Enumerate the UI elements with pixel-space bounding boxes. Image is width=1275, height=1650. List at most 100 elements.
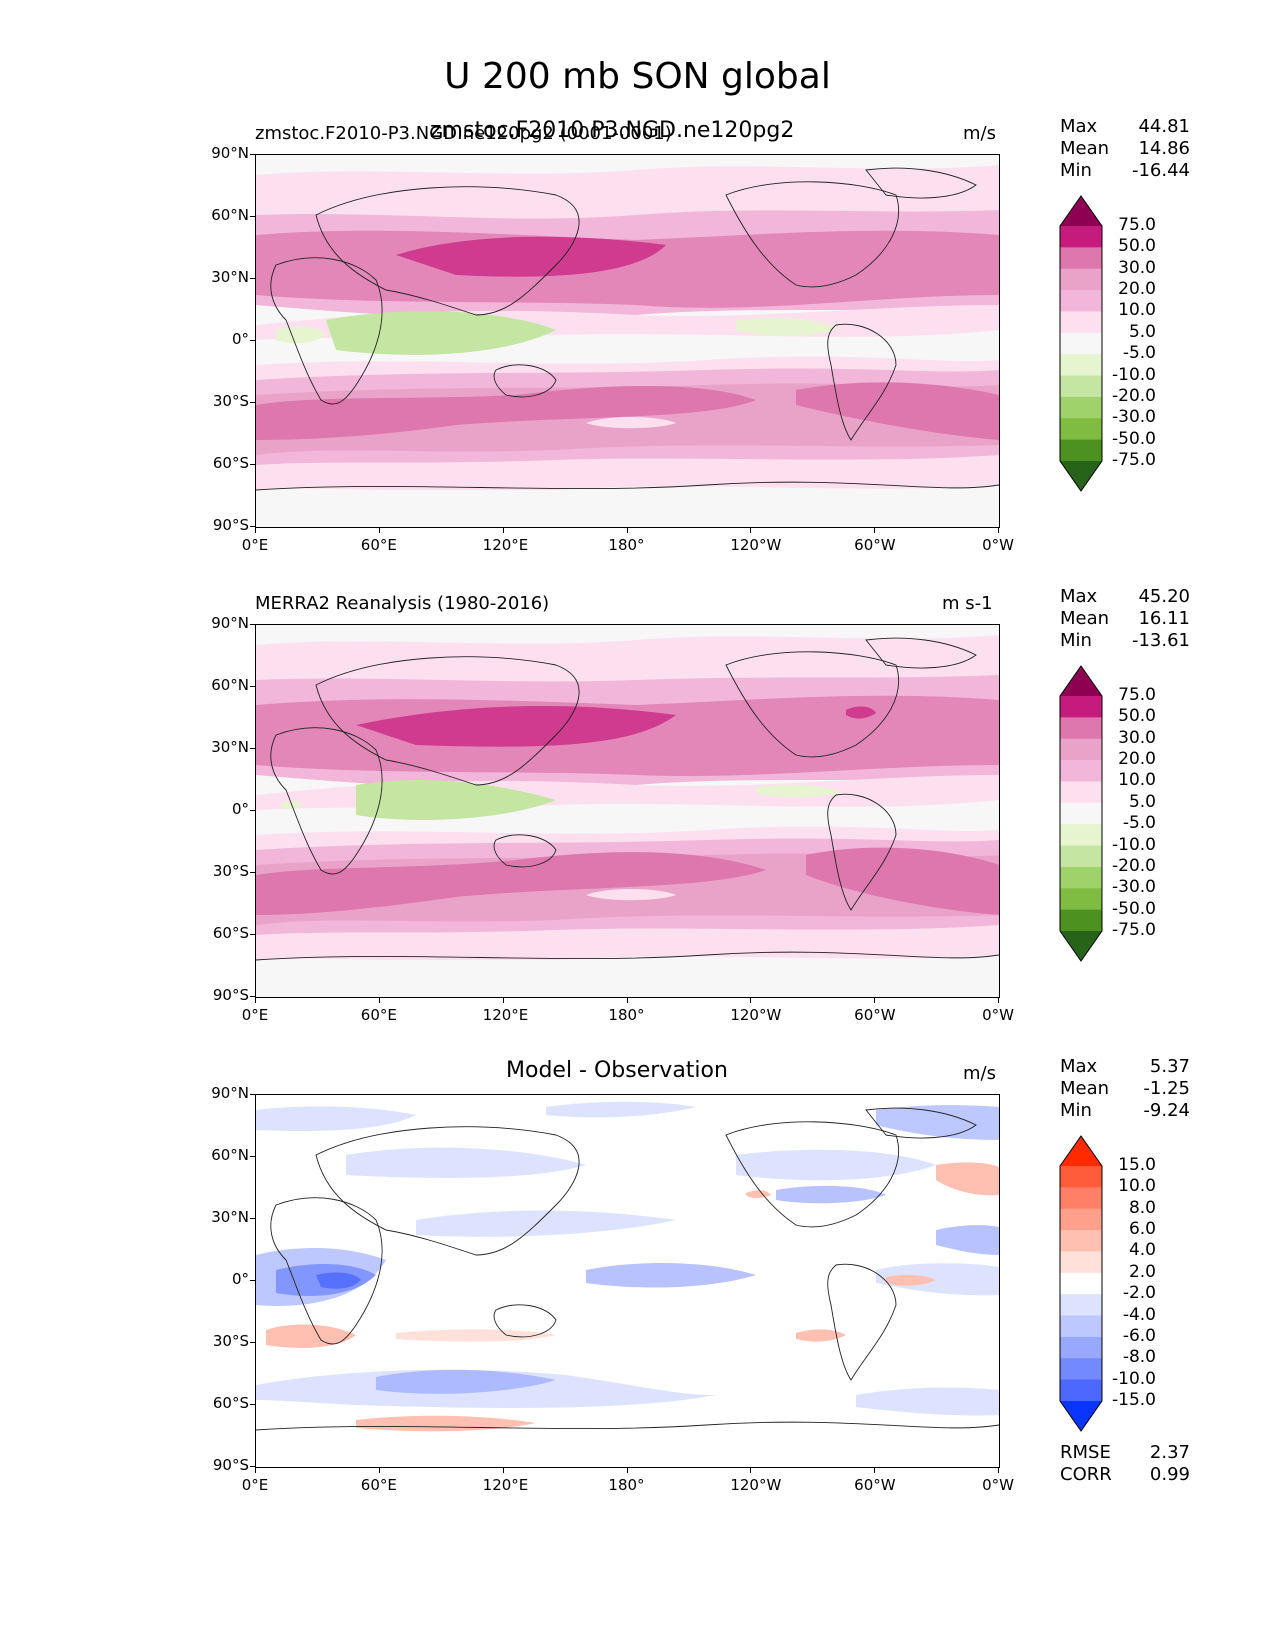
colorbar-box [1060,1272,1102,1295]
panel1-left-title: zmstoc.F2010-P3.NGD.ne120pg2 (0001-0001) [255,123,672,144]
panel2-units: m s-1 [942,593,993,614]
colorbar-extend-max [1060,196,1102,226]
lon-tick-mark [502,998,504,1003]
colorbar-box [1060,439,1102,462]
lon-tick-mark [502,1468,504,1473]
lat-tick-label: 30°S [212,862,249,880]
stat-label: Max [1060,586,1098,607]
lat-tick-mark [250,340,255,341]
lat-tick-mark [250,624,255,625]
colorbar-level-label: 30.0 [1118,257,1156,278]
lon-tick-mark [626,998,628,1003]
lon-tick-label: 180° [608,1006,645,1024]
panel2-min: -13.61 [1131,630,1190,651]
colorbar-level-label: -6.0 [1122,1325,1156,1346]
colorbar-box [1060,226,1102,248]
lon-tick-mark [255,528,256,533]
lat-tick-mark [250,1156,255,1157]
colorbar-level-label: 8.0 [1128,1197,1156,1218]
colorbar-box [1060,717,1102,740]
colorbar-outline [1059,1135,1103,1432]
colorbar-extend-min [1060,931,1102,961]
colorbar-level-label: -10.0 [1112,834,1156,855]
lat-tick-label: 90°N [211,614,249,632]
lon-tick-label: 120°W [730,1476,782,1494]
lat-tick-label: 60°N [211,1146,249,1164]
lon-tick-label: 0°E [241,1476,269,1494]
stat-label: Max [1060,1056,1098,1077]
lat-tick-mark [250,464,255,465]
lat-tick-mark [250,1404,255,1405]
panel1-mean: 14.86 [1138,138,1190,159]
lon-tick-label: 60°E [360,1476,397,1494]
lat-tick-mark [250,216,255,217]
panel2-contours [256,625,999,997]
lon-tick-label: 60°W [854,1476,896,1494]
lon-tick-mark [998,1468,999,1473]
lon-tick-label: 120°E [482,1006,529,1024]
lon-tick-mark [874,998,876,1003]
panel3-contours [256,1095,999,1467]
lat-tick-mark [250,1280,255,1281]
lon-tick-mark [998,528,999,533]
colorbar-level-label: -10.0 [1112,1368,1156,1389]
panel2-mean: 16.11 [1138,608,1190,629]
lon-tick-label: 60°E [360,1006,397,1024]
colorbar-level-label: -4.0 [1122,1304,1156,1325]
colorbar-extend-min [1060,1401,1102,1431]
lat-tick-mark [250,872,255,873]
stat-label: Max [1060,116,1098,137]
colorbar-box [1060,888,1102,911]
colorbar-box [1060,354,1102,377]
lat-tick-label: 90°N [211,1084,249,1102]
colorbar-level-label: -8.0 [1122,1347,1156,1368]
colorbar-box [1060,909,1102,932]
colorbar-box [1060,247,1102,270]
lon-tick-mark [378,528,380,533]
colorbar-level-label: -5.0 [1122,343,1156,364]
colorbar-level-label: 10.0 [1118,1176,1156,1197]
colorbar-outline [1059,665,1103,962]
lat-tick-label: 30°N [211,1208,249,1226]
stat-label: CORR [1060,1464,1112,1485]
colorbar-outline [1059,195,1103,492]
colorbar-box [1060,1208,1102,1231]
lon-tick-label: 180° [608,536,645,554]
panel3-rmse: 2.37 [1149,1442,1190,1463]
lon-tick-mark [626,1468,628,1473]
colorbar-box [1060,845,1102,868]
lon-tick-label: 0°E [241,1006,269,1024]
stat-label: RMSE [1060,1442,1111,1463]
stat-label: Min [1060,160,1092,181]
lat-tick-label: 0° [231,330,249,348]
colorbar-level-label: 5.0 [1128,791,1156,812]
panel3-map [255,1094,1000,1468]
colorbar-box [1060,268,1102,291]
colorbar-extend-max [1060,666,1102,696]
lon-tick-label: 120°W [730,536,782,554]
colorbar-level-label: 4.0 [1128,1240,1156,1261]
colorbar-box [1060,738,1102,761]
lat-tick-label: 90°S [212,986,249,1004]
panel3-min: -9.24 [1143,1100,1190,1121]
colorbar-extend-max [1060,1136,1102,1166]
lon-tick-label: 120°W [730,1006,782,1024]
panel3-units: m/s [963,1063,996,1084]
lat-tick-label: 30°N [211,738,249,756]
colorbar-box [1060,311,1102,334]
lat-tick-mark [250,934,255,935]
colorbar-box [1060,396,1102,419]
colorbar-box [1060,1230,1102,1252]
lon-tick-label: 120°E [482,1476,529,1494]
colorbar-box [1060,375,1102,398]
lat-tick-label: 90°S [212,516,249,534]
panel2-max: 45.20 [1138,586,1190,607]
lon-tick-mark [626,528,628,533]
lon-tick-label: 180° [608,1476,645,1494]
panel3-stats: Max 5.37 Mean -1.25 Min -9.24 [1060,1056,1190,1122]
lon-tick-label: 60°W [854,1006,896,1024]
lon-tick-mark [874,1468,876,1473]
lat-tick-mark [250,154,255,155]
colorbar-level-label: -20.0 [1112,385,1156,406]
colorbar-box [1060,781,1102,804]
